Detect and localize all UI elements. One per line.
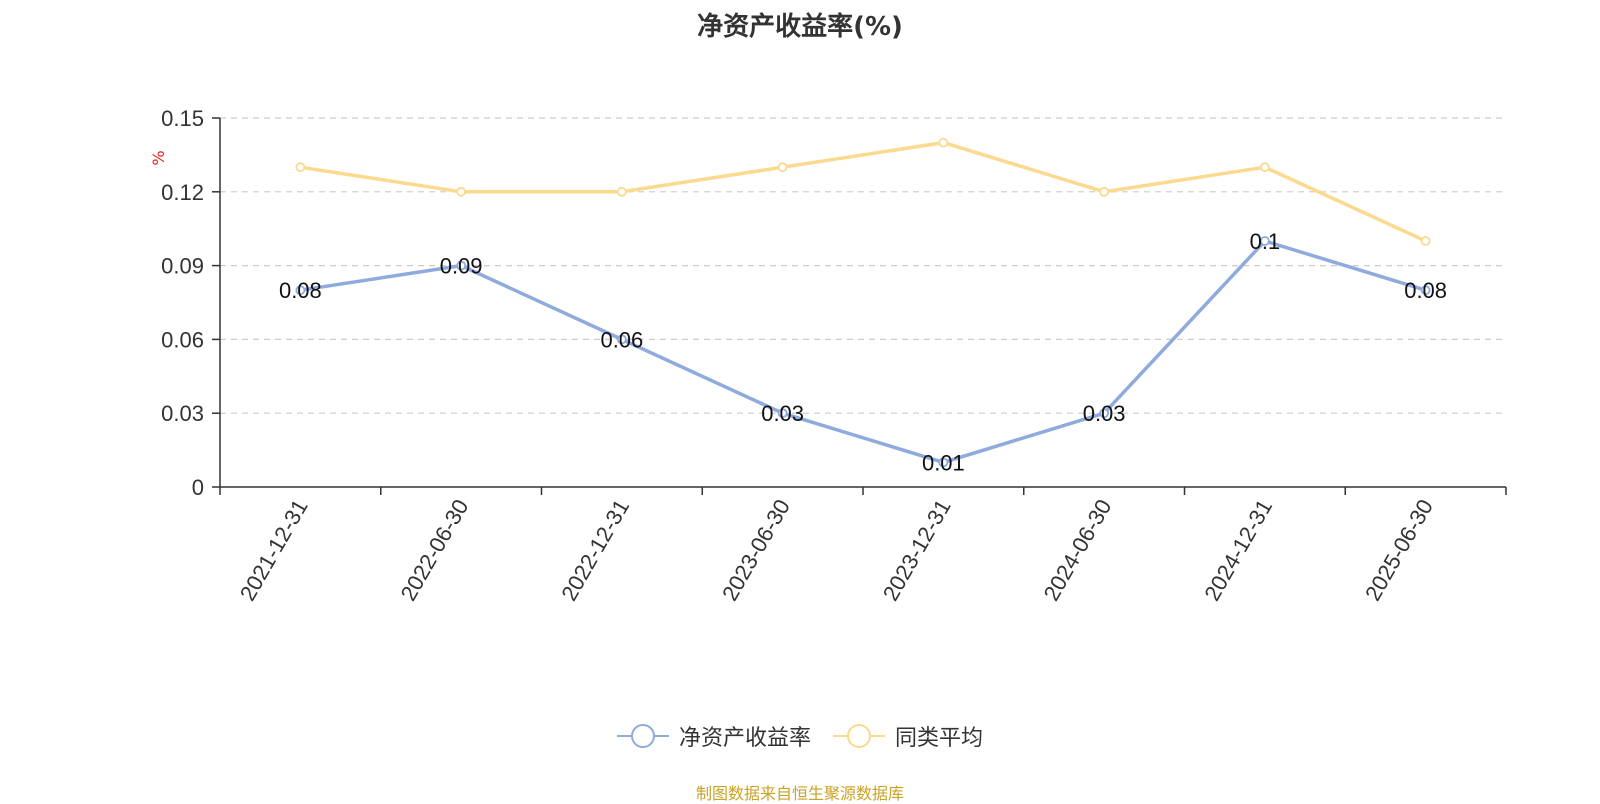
x-tick-label: 2021-12-31 <box>235 495 313 605</box>
x-tick-label: 2024-12-31 <box>1199 495 1277 605</box>
data-point <box>295 285 306 296</box>
data-point <box>1099 186 1110 197</box>
data-label: 0.08 <box>1404 278 1447 303</box>
data-label: 0.03 <box>761 401 804 426</box>
x-tick-label: 2025-06-30 <box>1360 495 1438 605</box>
data-point <box>777 162 788 173</box>
legend-label-roe: 净资产收益率 <box>678 726 811 751</box>
data-point <box>1259 162 1270 173</box>
data-point <box>456 260 467 271</box>
x-tick-label: 2024-06-30 <box>1039 495 1117 605</box>
data-label: 0.03 <box>1083 401 1126 426</box>
x-tick-label: 2022-06-30 <box>396 495 474 605</box>
legend: 净资产收益率 同类平均 <box>0 720 1600 752</box>
y-tick-label: 0.12 <box>161 180 204 205</box>
data-label: 0.1 <box>1250 229 1281 254</box>
data-label: 0.09 <box>440 254 483 279</box>
data-point <box>616 334 627 345</box>
y-tick-label: 0 <box>192 475 204 500</box>
x-tick-label: 2023-06-30 <box>717 495 795 605</box>
data-point <box>1099 408 1110 419</box>
data-point <box>616 186 627 197</box>
x-tick-label: 2022-12-31 <box>556 495 634 605</box>
data-point <box>777 408 788 419</box>
y-tick-label: 0.15 <box>161 106 204 131</box>
y-tick-label: 0.06 <box>161 327 204 352</box>
data-label: 0.06 <box>600 327 643 352</box>
data-label: 0.01 <box>922 450 965 475</box>
legend-item-roe[interactable]: 净资产收益率 <box>616 720 811 752</box>
data-point <box>456 186 467 197</box>
y-axis-label: % <box>149 150 168 165</box>
data-point <box>938 137 949 148</box>
data-point <box>1420 236 1431 246</box>
y-tick-label: 0.09 <box>161 254 204 279</box>
legend-marker-peer-average <box>833 723 885 749</box>
legend-label-peer-average: 同类平均 <box>895 726 984 751</box>
data-point <box>1420 285 1431 296</box>
series-line-0 <box>300 239 1427 465</box>
data-label: 0.08 <box>279 278 322 303</box>
data-source-note: 制图数据来自恒生聚源数据库 <box>695 784 904 803</box>
data-point <box>938 457 949 468</box>
data-point <box>295 162 306 173</box>
legend-marker-roe <box>616 723 669 749</box>
series-line-1 <box>300 140 1427 243</box>
legend-item-peer-average[interactable]: 同类平均 <box>833 720 983 752</box>
chart-title: 净资产收益率(%) <box>697 12 903 42</box>
y-tick-label: 0.03 <box>161 401 204 426</box>
data-point <box>1259 236 1270 246</box>
x-tick-label: 2023-12-31 <box>878 495 956 605</box>
